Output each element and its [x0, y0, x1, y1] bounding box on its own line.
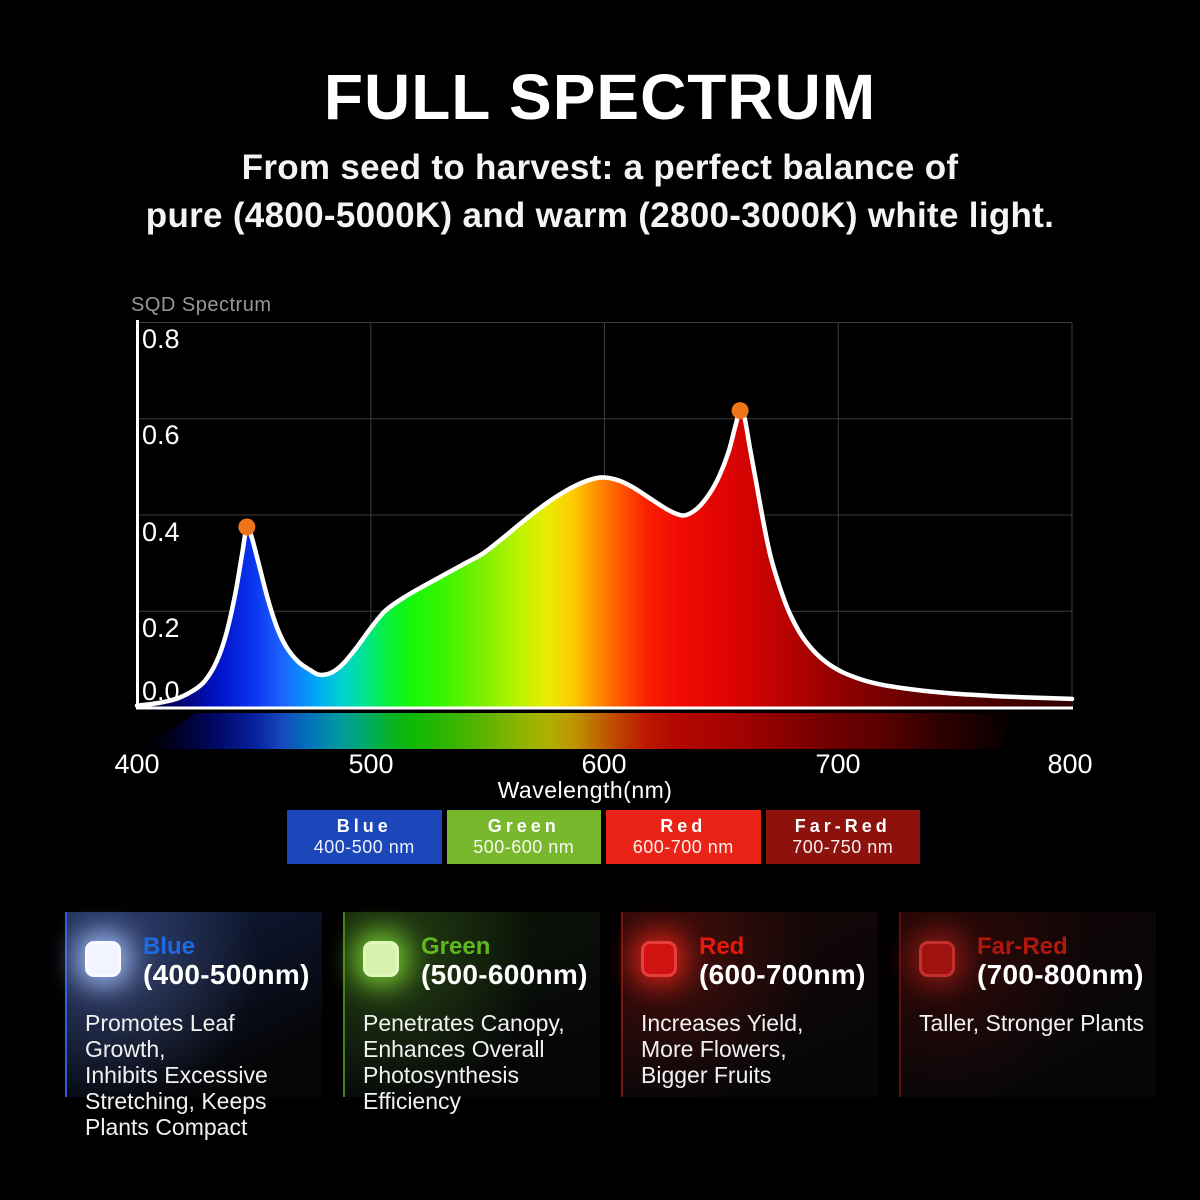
card-green: Green (500-600nm) Penetrates Canopy, Enh… [343, 912, 600, 1114]
card-header: Blue (400-500nm) [85, 934, 310, 991]
y-tick-label: 0.4 [142, 517, 180, 547]
description-line: More Flowers, [641, 1035, 787, 1062]
card-range: (400-500nm) [143, 959, 310, 991]
card-far-red: Far-Red (700-800nm) Taller, Stronger Pla… [899, 912, 1156, 1097]
page-title: FULL SPECTRUM [323, 61, 877, 133]
y-tick-label: 0.2 [142, 613, 180, 643]
card-header: Green (500-600nm) [363, 934, 588, 991]
legend-item-red: Red 600-700 nm [606, 810, 761, 864]
card-description: Penetrates Canopy, Enhances Overall Phot… [363, 1010, 588, 1114]
card-header: Red (600-700nm) [641, 934, 866, 991]
legend-item-range: 700-750 nm [792, 837, 894, 857]
card-title: Red [699, 933, 745, 960]
chart-title: SQD Spectrum [131, 294, 272, 316]
description-line: Promotes Leaf Growth, [85, 1009, 235, 1062]
card-header: Far-Red (700-800nm) [919, 934, 1144, 991]
red-led-icon [641, 941, 677, 977]
card-title: Far-Red [977, 933, 1068, 960]
legend-item-label: Far-Red [794, 815, 891, 836]
legend-item-range: 400-500 nm [313, 837, 415, 857]
subtitle-line-1: From seed to harvest: a perfect balance … [241, 148, 959, 187]
blue-led-icon [85, 941, 121, 977]
x-tick-label: 800 [1047, 749, 1093, 779]
legend-item-far-red: Far-Red 700-750 nm [765, 810, 920, 864]
legend-item-green: Green 500-600 nm [446, 810, 601, 864]
description-line: Stretching, Keeps [85, 1087, 267, 1114]
x-tick-label: 500 [348, 749, 394, 779]
card-title: Blue [143, 933, 196, 960]
card-range: (500-600nm) [421, 959, 588, 991]
description-line: Taller, Stronger Plants [919, 1009, 1145, 1036]
card-title: Green [421, 933, 491, 960]
description-line: Photosynthesis [363, 1061, 519, 1088]
legend-item-label: Green [487, 815, 560, 836]
y-tick-label: 0.8 [142, 324, 180, 354]
green-led-icon [363, 941, 399, 977]
card-description: Promotes Leaf Growth, Inhibits Excessive… [85, 1010, 310, 1140]
card-range: (700-800nm) [977, 959, 1144, 991]
legend-item-range: 600-700 nm [632, 837, 734, 857]
card-heading-block: Red (600-700nm) [699, 934, 866, 991]
card-heading-block: Far-Red (700-800nm) [977, 934, 1144, 991]
description-line: Plants Compact [85, 1113, 248, 1140]
card-description: Increases Yield, More Flowers, Bigger Fr… [641, 1010, 866, 1088]
card-description: Taller, Stronger Plants [919, 1010, 1144, 1036]
card-range: (600-700nm) [699, 959, 866, 991]
legend-item-blue: Blue 400-500 nm [287, 810, 442, 864]
x-tick-label: 600 [581, 749, 627, 779]
x-tick-label: 700 [815, 749, 861, 779]
wavelength-legend: Blue 400-500 nm Green 500-600 nm Red 600… [287, 810, 920, 864]
y-tick-label: 0.6 [142, 420, 180, 450]
card-heading-block: Blue (400-500nm) [143, 934, 310, 991]
description-line: Penetrates Canopy, [363, 1009, 565, 1036]
legend-item-range: 500-600 nm [473, 837, 575, 857]
light-benefit-cards: Blue (400-500nm) Promotes Leaf Growth, I… [65, 912, 1156, 1140]
legend-item-label: Red [660, 815, 707, 836]
x-tick-label: 400 [114, 749, 160, 779]
far-red-led-icon [919, 941, 955, 977]
description-line: Inhibits Excessive [85, 1061, 268, 1088]
description-line: Enhances Overall [363, 1035, 545, 1062]
legend-item-label: Blue [336, 815, 392, 836]
y-tick-label: 0.0 [142, 676, 180, 706]
description-line: Efficiency [363, 1087, 462, 1114]
card-blue: Blue (400-500nm) Promotes Leaf Growth, I… [65, 912, 322, 1140]
description-line: Increases Yield, [641, 1009, 804, 1036]
description-line: Bigger Fruits [641, 1061, 772, 1088]
card-heading-block: Green (500-600nm) [421, 934, 588, 991]
card-red: Red (600-700nm) Increases Yield, More Fl… [621, 912, 878, 1097]
subtitle-line-2: pure (4800-5000K) and warm (2800-3000K) … [145, 196, 1055, 235]
x-axis-label: Wavelength(nm) [497, 777, 673, 803]
